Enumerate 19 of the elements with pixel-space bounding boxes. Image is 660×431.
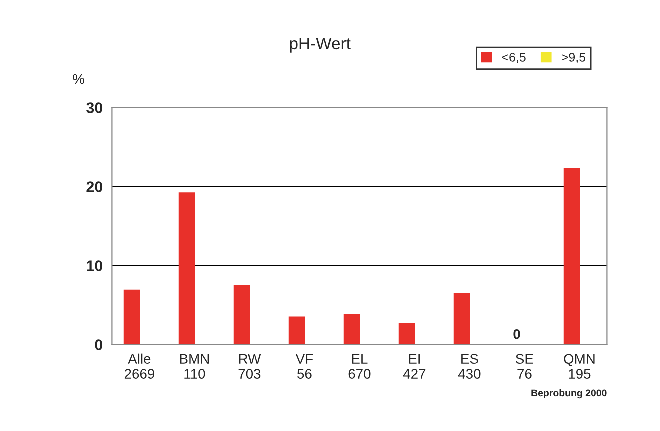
x-tick-label: RW 703 <box>238 354 262 379</box>
x-tick-label: EI 427 <box>403 354 426 379</box>
y-axis-title: % <box>73 74 84 84</box>
data-label: 0 <box>514 329 520 340</box>
chart-title: pH-Wert <box>290 38 351 53</box>
legend-label: <6,5 <box>502 53 526 64</box>
x-tick-label: VF 56 <box>296 354 314 379</box>
text: Beprobung 2000 <box>532 389 607 399</box>
x-tick-label: SE 76 <box>516 354 534 379</box>
y-tick-label: 10 <box>87 260 103 272</box>
y-tick-label: 0 <box>95 340 103 350</box>
legend-label: >9,5 <box>562 53 586 64</box>
x-tick-label: Alle 2669 <box>124 354 154 379</box>
x-tick-label: QMN 195 <box>564 354 595 379</box>
y-tick-label: 20 <box>86 182 103 192</box>
x-tick-label: BMN 110 <box>180 354 209 379</box>
x-tick-label: EL 670 <box>348 354 371 379</box>
x-tick-label: ES 430 <box>458 354 481 379</box>
y-tick-label: 30 <box>86 102 103 114</box>
